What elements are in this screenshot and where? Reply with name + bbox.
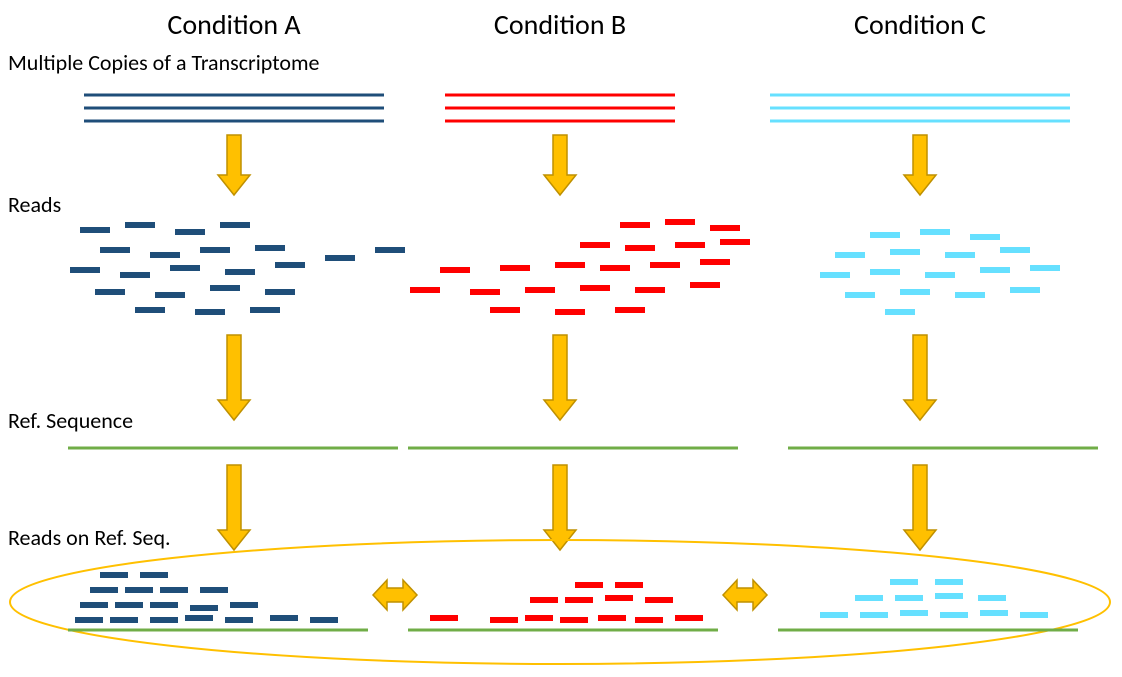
- down-arrow-icon: [544, 465, 576, 550]
- label-transcriptome: Multiple Copies of a Transcriptome: [8, 49, 320, 76]
- down-arrow-icon: [218, 335, 250, 420]
- down-arrow-icon: [904, 335, 936, 420]
- compare-arrow-icon: [723, 580, 767, 610]
- down-arrow-icon: [904, 135, 936, 195]
- label-reads: Reads: [8, 191, 61, 218]
- title-condition-a: Condition A: [167, 7, 301, 42]
- compare-arrow-icon: [373, 580, 417, 610]
- diagram-content: [10, 95, 1110, 664]
- down-arrow-icon: [218, 135, 250, 195]
- label-ref-sequence: Ref. Sequence: [8, 407, 133, 434]
- down-arrow-icon: [544, 135, 576, 195]
- down-arrow-icon: [218, 465, 250, 550]
- down-arrow-icon: [544, 335, 576, 420]
- title-condition-b: Condition B: [494, 7, 626, 42]
- title-condition-c: Condition C: [854, 7, 986, 42]
- down-arrow-icon: [904, 465, 936, 550]
- label-reads-on-ref: Reads on Ref. Seq.: [8, 524, 171, 551]
